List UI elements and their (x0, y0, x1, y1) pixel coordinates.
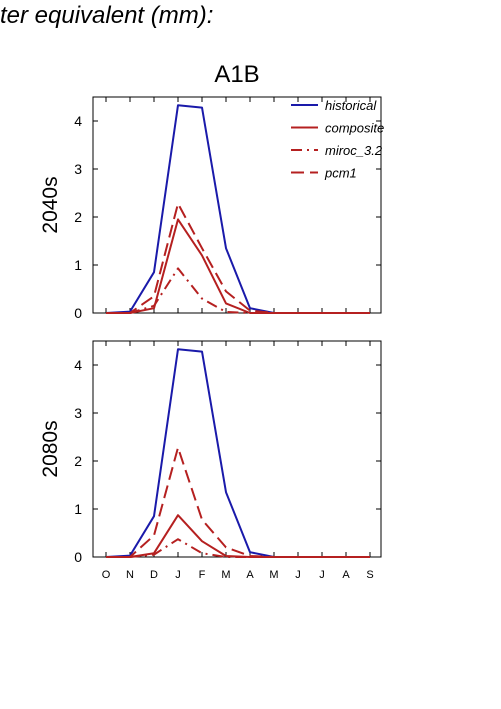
chart-title: A1B (214, 61, 259, 88)
plot-frame (92, 340, 382, 558)
legend: historical composite miroc_3.2 pcm1 (291, 98, 384, 181)
x-tick-label: O (102, 569, 111, 581)
panel-label: 2080s (39, 420, 62, 477)
x-tick-label: S (366, 569, 373, 581)
legend-entry: composite (325, 121, 384, 136)
x-tick-label: D (150, 569, 158, 581)
x-tick-label: J (319, 569, 325, 581)
y-tick-label: 4 (74, 357, 82, 373)
series-line-pcm1 (106, 202, 370, 314)
y-tick-label: 0 (74, 549, 82, 565)
y-tick-label: 2 (74, 209, 82, 225)
legend-entry: pcm1 (324, 166, 357, 181)
y-tick-label: 3 (74, 405, 82, 421)
series-line-miroc-3-2 (106, 267, 370, 314)
panel-label: 2040s (39, 176, 62, 233)
panel-2040s: 0 1 2 3 4 2040s historical composite miroc_3.2pc… (39, 96, 384, 321)
y-tick-label: 1 (74, 257, 82, 273)
x-tick-label: J (175, 569, 181, 581)
x-tick-label: M (221, 569, 230, 581)
x-tick-label: N (126, 569, 134, 581)
chart-panels: 0 1 2 3 4 2040s historical composite miroc_3.2pc… (39, 96, 384, 581)
series-line-composite (106, 218, 370, 314)
legend-entry: historical (325, 98, 377, 113)
series-line-historical (105, 348, 370, 558)
y-tick-label: 4 (74, 113, 82, 129)
x-tick-label: J (295, 569, 301, 581)
y-tick-label: 0 (74, 305, 82, 321)
x-tick-label: A (246, 569, 254, 581)
x-tick-label: A (342, 569, 350, 581)
series-line-miroc-3-2 (106, 538, 370, 558)
series-line-pcm1 (106, 446, 370, 558)
x-tick-label: M (269, 569, 278, 581)
page-title: ter equivalent (mm): (0, 2, 214, 29)
x-tick-label: F (199, 569, 206, 581)
panel-2080s: 0 1 2 3 4 2080s O N D J F M A M J J A S (39, 340, 382, 581)
y-tick-label: 3 (74, 161, 82, 177)
series-line-historical (105, 104, 370, 314)
y-tick-label: 2 (74, 453, 82, 469)
legend-entry: miroc_3.2 (325, 143, 383, 158)
y-tick-label: 1 (74, 501, 82, 517)
